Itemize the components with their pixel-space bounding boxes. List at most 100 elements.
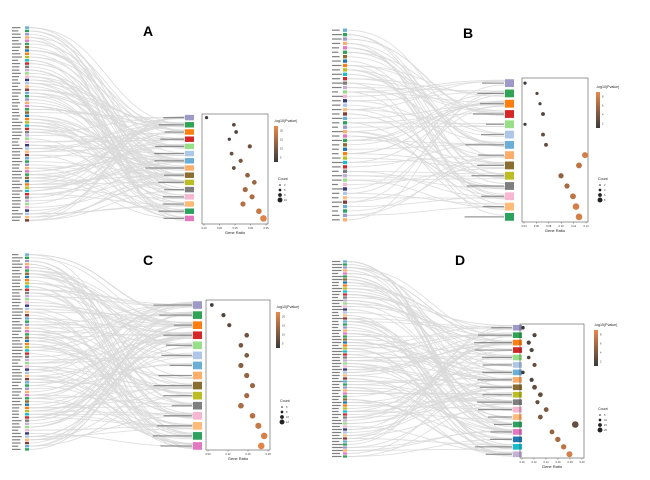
- gene-label: [332, 425, 340, 428]
- sankey-flow: [346, 325, 514, 445]
- sankey-flow: [346, 395, 514, 415]
- gene-node: [343, 63, 347, 68]
- color-tick-label: 4: [602, 113, 604, 117]
- sankey-flow: [28, 342, 194, 428]
- gene-label: [332, 377, 339, 380]
- x-tick-label: 0.30: [248, 226, 254, 230]
- gene-node: [25, 400, 29, 403]
- gene-label: [12, 372, 22, 374]
- gene-label: [332, 122, 340, 124]
- gene-node: [25, 435, 29, 438]
- gene-node: [25, 377, 29, 381]
- gene-label: [332, 428, 343, 431]
- sankey-flow: [28, 302, 194, 374]
- gene-label: [12, 289, 23, 291]
- gene-label: [12, 27, 21, 29]
- gene-node: [25, 134, 29, 137]
- gene-node: [25, 406, 29, 410]
- gene-label: [12, 46, 21, 48]
- gene-label: [332, 34, 343, 36]
- term-node: [505, 110, 514, 118]
- term-label: [474, 446, 512, 448]
- gene-node: [343, 290, 347, 293]
- x-axis-label: Gene Ratio: [545, 228, 566, 233]
- term-node: [513, 421, 522, 428]
- panel-letter-d: D: [455, 252, 465, 268]
- sankey-flow: [28, 167, 186, 185]
- color-tick-label: 15: [282, 324, 285, 328]
- term-label: [164, 174, 184, 176]
- x-tick-label: 0.10: [559, 224, 565, 228]
- term-label: [161, 354, 192, 356]
- dot-point: [544, 142, 548, 147]
- term-node: [185, 186, 194, 193]
- gene-node: [25, 137, 29, 140]
- sankey-flow: [346, 288, 514, 367]
- term-label: [464, 216, 504, 218]
- gene-label: [12, 66, 20, 68]
- panel-letter-b: B: [463, 25, 473, 41]
- sankey-flow: [346, 386, 514, 433]
- gene-node: [343, 455, 347, 458]
- color-tick-label: 8: [600, 333, 602, 337]
- size-legend-label: 4: [604, 188, 606, 192]
- sankey-flow: [346, 438, 514, 446]
- gene-label: [12, 125, 21, 127]
- sankey-flow: [28, 326, 194, 422]
- term-node: [505, 140, 514, 149]
- dot-point: [221, 313, 226, 318]
- term-label: [165, 344, 192, 346]
- gene-label: [12, 105, 19, 107]
- term-node: [193, 351, 202, 360]
- gene-node: [25, 176, 29, 180]
- term-node: [505, 161, 514, 170]
- sankey-flow: [28, 50, 186, 128]
- gene-node: [25, 121, 29, 124]
- term-label: [482, 371, 512, 373]
- term-node: [505, 120, 514, 129]
- gene-node: [25, 52, 29, 56]
- dot-point: [529, 377, 534, 382]
- gene-node: [25, 219, 29, 222]
- gene-label: [332, 197, 339, 199]
- term-node: [193, 361, 202, 370]
- gene-node: [343, 54, 347, 59]
- sankey-flow: [346, 112, 506, 124]
- term-label: [474, 349, 512, 351]
- gene-node: [343, 46, 347, 50]
- gene-label: [12, 311, 23, 313]
- gene-label: [12, 445, 19, 447]
- gene-node: [343, 344, 347, 347]
- gene-node: [343, 335, 347, 338]
- sankey-flow: [346, 105, 506, 194]
- dot-point: [244, 372, 250, 379]
- sankey-flow: [28, 50, 186, 142]
- term-node: [505, 182, 514, 190]
- gene-node: [343, 94, 347, 99]
- gene-label: [12, 196, 21, 199]
- term-node: [193, 371, 202, 380]
- gene-node: [25, 62, 29, 65]
- x-tick-label: 0.20: [579, 460, 585, 464]
- gene-node: [25, 42, 29, 46]
- gene-node: [25, 326, 29, 330]
- term-label: [473, 342, 512, 344]
- gene-label: [332, 78, 341, 80]
- size-legend-label: 8: [286, 410, 288, 414]
- term-node: [185, 122, 194, 128]
- color-tick-label: 10: [282, 333, 285, 337]
- gene-label: [12, 206, 21, 208]
- sankey-flow: [346, 141, 506, 168]
- gene-label: [332, 365, 340, 368]
- sankey-flow: [346, 321, 514, 409]
- color-bar: [274, 126, 278, 162]
- dot-point: [560, 444, 567, 450]
- term-node: [193, 411, 202, 420]
- gene-label: [332, 131, 343, 133]
- dot-point: [247, 144, 252, 149]
- gene-label: [332, 353, 342, 356]
- dot-plot-frame: [205, 299, 271, 451]
- sankey-flow: [28, 175, 186, 202]
- gene-label: [332, 299, 343, 302]
- gene-node: [343, 350, 347, 353]
